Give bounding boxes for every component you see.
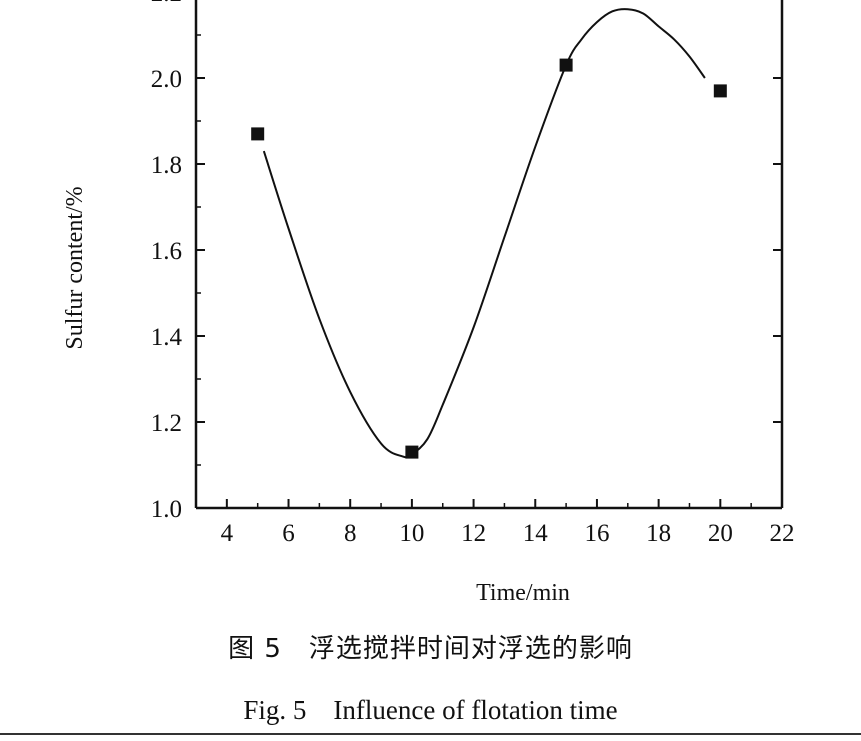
data-point-marker bbox=[405, 445, 419, 459]
bottom-rule bbox=[0, 733, 861, 735]
x-tick-label: 14 bbox=[523, 520, 549, 547]
x-tick-label: 6 bbox=[282, 520, 295, 547]
y-tick-label: 1.2 bbox=[151, 410, 182, 437]
x-tick-label: 16 bbox=[584, 520, 609, 547]
x-tick-label: 18 bbox=[646, 520, 671, 547]
y-tick-label: 1.6 bbox=[151, 238, 182, 265]
axes: 4 6 8 10 12 14 16 18 20 22 1.0 1.2 1.4 1.6 1.8 2.0 2.2 bbox=[151, 0, 795, 547]
x-tick-label: 12 bbox=[461, 520, 486, 547]
figure-caption-chinese: 图 5 浮选搅拌时间对浮选的影响 bbox=[228, 634, 633, 664]
y-tick-label: 1.0 bbox=[151, 496, 182, 523]
x-tick-label: 22 bbox=[770, 520, 795, 547]
x-tick-label: 4 bbox=[221, 520, 234, 547]
y-tick-label: 2.0 bbox=[151, 66, 182, 93]
y-tick-label: 1.4 bbox=[151, 324, 183, 351]
fit-curve-group bbox=[262, 8, 706, 459]
x-tick-label: 8 bbox=[344, 520, 357, 547]
data-point-marker bbox=[713, 84, 727, 98]
x-tick-label: 10 bbox=[399, 520, 424, 547]
data-point-marker bbox=[559, 58, 573, 72]
y-tick-label: 2.2 bbox=[151, 0, 182, 7]
fit-curve-line bbox=[262, 8, 706, 459]
y-tick-label: 1.8 bbox=[151, 152, 182, 179]
data-markers bbox=[251, 58, 727, 459]
figure-caption-english: Fig. 5 Influence of flotation time bbox=[243, 695, 618, 725]
y-axis-title: Sulfur content/% bbox=[62, 186, 88, 349]
data-point-marker bbox=[251, 127, 265, 141]
x-tick-label: 20 bbox=[708, 520, 733, 547]
x-axis-title: Time/min bbox=[476, 580, 570, 606]
